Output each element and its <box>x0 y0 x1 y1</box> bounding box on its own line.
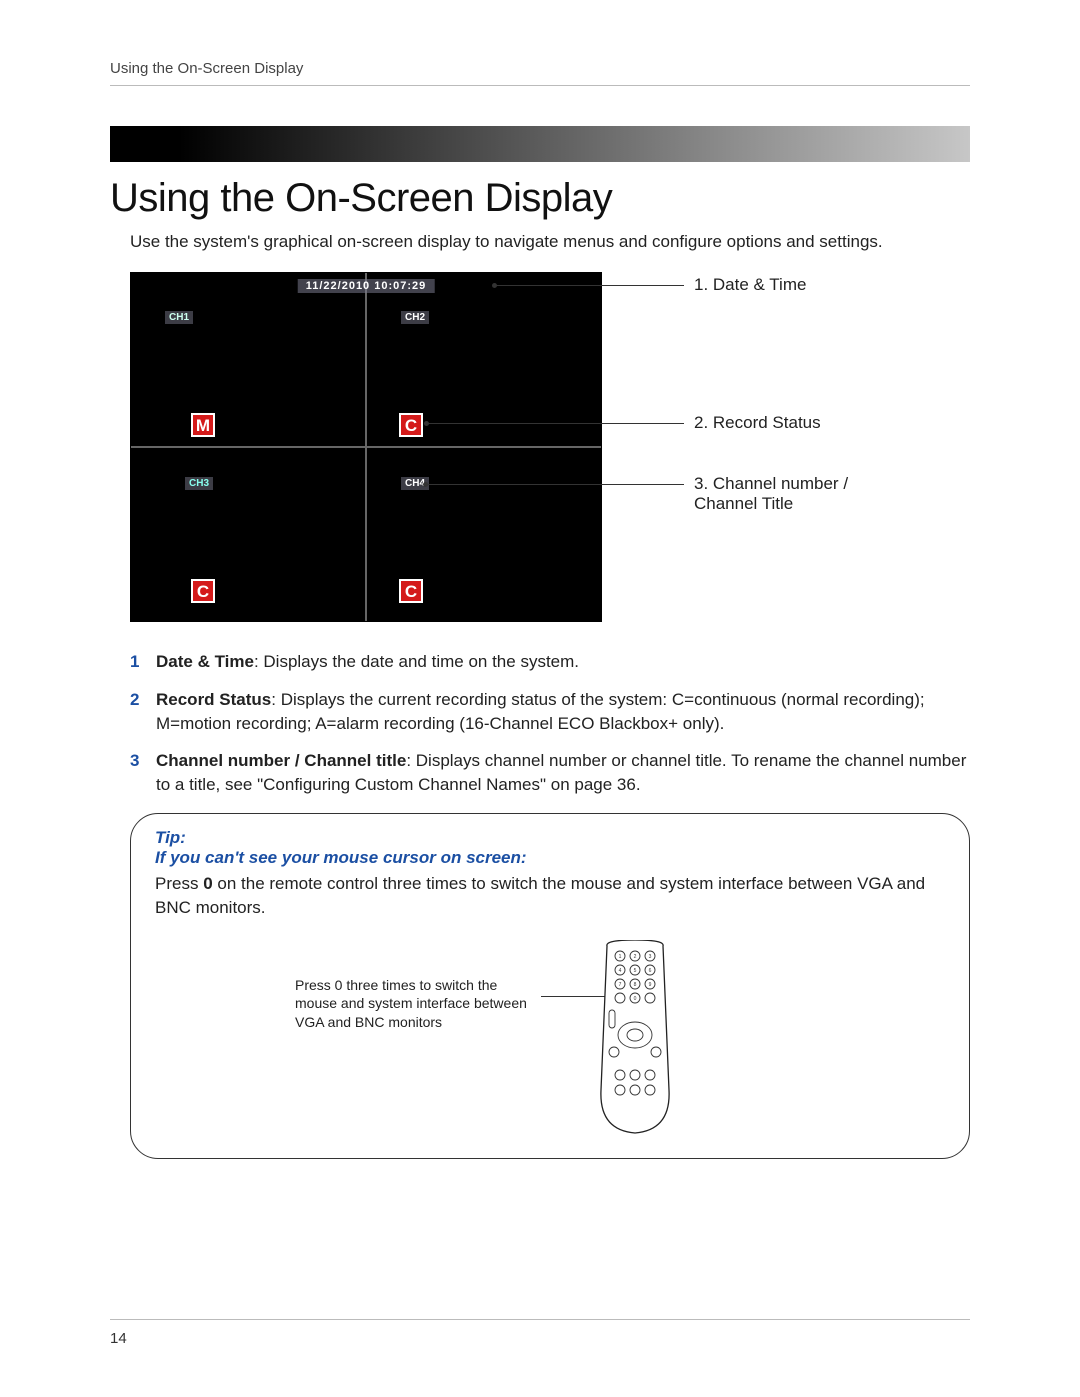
osd-screenshot: 11/22/2010 10:07:29 CH1 CH2 CH3 CH4 M C … <box>130 272 602 622</box>
tip-box: Tip: If you can't see your mouse cursor … <box>130 813 970 1159</box>
header-rule <box>110 85 970 86</box>
svg-text:4: 4 <box>619 968 622 974</box>
osd-record-status-c1: C <box>399 413 423 437</box>
callout-channel-number: 3. Channel number / Channel Title <box>694 474 848 514</box>
note-number: 3 <box>130 749 156 797</box>
osd-channel-3-label: CH3 <box>185 477 213 490</box>
tip-body-pre: Press <box>155 874 203 893</box>
svg-text:2: 2 <box>634 954 637 960</box>
tip-subheading: If you can't see your mouse cursor on sc… <box>155 848 945 868</box>
note-number: 2 <box>130 688 156 736</box>
page-title: Using the On-Screen Display <box>110 176 970 221</box>
osd-channel-2-label: CH2 <box>401 311 429 324</box>
note-2-text: : Displays the current recording status … <box>156 690 925 733</box>
note-2: 2 Record Status: Displays the current re… <box>130 688 970 736</box>
note-1-text: : Displays the date and time on the syst… <box>254 652 579 671</box>
remote-icon: 1 2 3 4 5 6 7 8 9 0 <box>595 940 675 1135</box>
lead-line <box>426 423 684 424</box>
lead-line <box>425 484 684 485</box>
svg-text:9: 9 <box>649 982 652 988</box>
note-3-name: Channel number / Channel title <box>156 751 406 770</box>
osd-record-status-c4: C <box>399 579 423 603</box>
intro-paragraph: Use the system's graphical on-screen dis… <box>130 231 970 254</box>
note-3: 3 Channel number / Channel title: Displa… <box>130 749 970 797</box>
note-1-name: Date & Time <box>156 652 254 671</box>
svg-text:8: 8 <box>634 982 637 988</box>
note-2-name: Record Status <box>156 690 271 709</box>
note-number: 1 <box>130 650 156 674</box>
osd-channel-1-label: CH1 <box>165 311 193 324</box>
osd-datetime: 11/22/2010 10:07:29 <box>298 279 435 293</box>
tip-heading: Tip: <box>155 828 945 848</box>
callout-record-status: 2. Record Status <box>694 413 821 433</box>
lead-line <box>494 285 684 286</box>
tip-body-key: 0 <box>203 874 212 893</box>
page-footer: 14 <box>110 1319 970 1347</box>
running-head: Using the On-Screen Display <box>110 60 970 77</box>
remote-illustration: 1 2 3 4 5 6 7 8 9 0 <box>595 940 675 1135</box>
tip-body: Press 0 on the remote control three time… <box>155 872 945 920</box>
svg-text:6: 6 <box>649 968 652 974</box>
osd-grid-horizontal <box>131 446 601 448</box>
note-1: 1 Date & Time: Displays the date and tim… <box>130 650 970 674</box>
tip-caption: Press 0 three times to switch the mouse … <box>295 976 535 1033</box>
osd-record-status-c3: C <box>191 579 215 603</box>
tip-figure: Press 0 three times to switch the mouse … <box>155 940 945 1140</box>
svg-text:3: 3 <box>649 954 652 960</box>
svg-text:1: 1 <box>619 954 622 960</box>
callout-date-time: 1. Date & Time <box>694 275 806 295</box>
page-number: 14 <box>110 1330 970 1347</box>
svg-text:7: 7 <box>619 982 622 988</box>
section-gradient-bar <box>110 126 970 162</box>
svg-text:5: 5 <box>634 968 637 974</box>
svg-text:0: 0 <box>634 996 637 1002</box>
footer-rule <box>110 1319 970 1320</box>
numbered-notes: 1 Date & Time: Displays the date and tim… <box>130 650 970 797</box>
osd-figure: 11/22/2010 10:07:29 CH1 CH2 CH3 CH4 M C … <box>130 272 970 622</box>
osd-record-status-m: M <box>191 413 215 437</box>
tip-body-post: on the remote control three times to swi… <box>155 874 925 917</box>
